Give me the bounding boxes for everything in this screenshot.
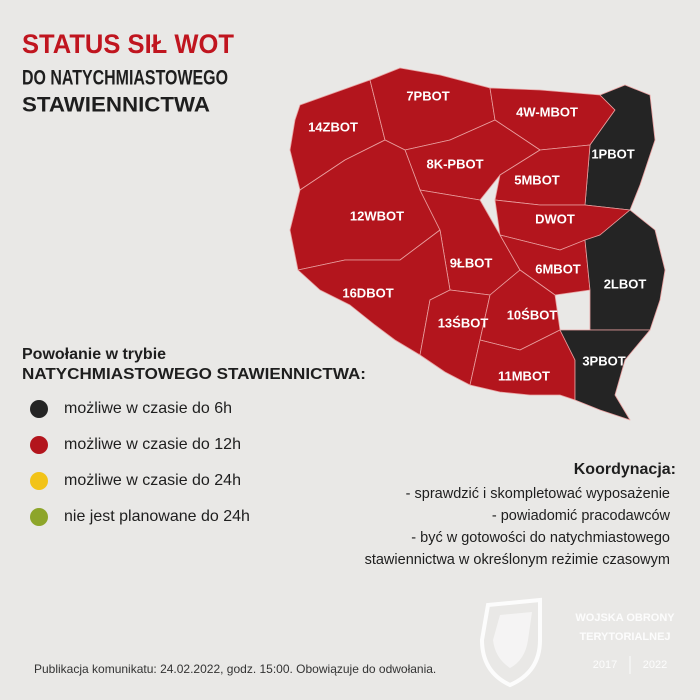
region-label: 2LBOT — [604, 276, 647, 291]
subtitle-line: STAWIENNICTWA — [22, 94, 210, 117]
legend-heading: Powołanie w trybie — [22, 346, 166, 363]
logo-shield-inner — [493, 612, 532, 668]
coordination-line: stawiennictwa w określonym reżimie czaso… — [365, 552, 670, 568]
logo: WOJSKA OBRONY TERYTORIALNEJ 2017 2022 — [479, 597, 675, 688]
region-label: 8K-PBOT — [426, 156, 483, 171]
region-label: 6MBOT — [535, 261, 581, 276]
region-label: 7PBOT — [406, 88, 449, 103]
logo-shield — [479, 597, 542, 688]
region-label: 10ŚBOT — [507, 307, 558, 322]
region-label: 9ŁBOT — [450, 255, 493, 270]
region — [559, 329, 651, 421]
legend-swatch — [30, 508, 48, 526]
region-label: 13ŚBOT — [438, 315, 489, 330]
legend-heading: NATYCHMIASTOWEGO STAWIENNICTWA: — [22, 366, 366, 383]
coordination-heading: Koordynacja: — [574, 461, 676, 478]
region-label: 12WBOT — [350, 208, 404, 223]
logo-year: 2017 — [593, 659, 617, 671]
region-label: 11MBOT — [498, 368, 550, 383]
legend-swatch — [30, 472, 48, 490]
region-label: DWOT — [535, 211, 575, 226]
region-label: 16DBOT — [342, 285, 393, 300]
logo-year: 2022 — [643, 659, 667, 671]
logo-text: TERYTORIALNEJ — [579, 631, 670, 643]
legend-swatch — [30, 400, 48, 418]
region-label: 3PBOT — [582, 353, 625, 368]
region-label: 1PBOT — [591, 146, 634, 161]
legend-label: możliwe w czasie do 24h — [64, 472, 241, 489]
footer: Publikacja komunikatu: 24.02.2022, godz.… — [34, 662, 436, 676]
coordination-line: - powiadomić pracodawców — [492, 508, 671, 524]
coordination-line: - być w gotowości do natychmiastowego — [411, 530, 670, 546]
region-label: 14ZBOT — [308, 119, 358, 134]
logo-text: WOJSKA OBRONY — [575, 612, 675, 624]
region-label: 4W-MBOT — [516, 104, 578, 119]
coordination-line: - sprawdzić i skompletować wyposażenie — [406, 486, 670, 502]
legend-label: możliwe w czasie do 12h — [64, 436, 241, 453]
coordination: - sprawdzić i skompletować wyposażenie - … — [365, 486, 671, 568]
legend-swatch — [30, 436, 48, 454]
region — [584, 84, 656, 211]
title: STATUS SIŁ WOT — [22, 29, 234, 59]
legend-label: możliwe w czasie do 6h — [64, 400, 232, 417]
legend: możliwe w czasie do 6h możliwe w czasie d… — [30, 400, 250, 526]
region-label: 5MBOT — [514, 172, 560, 187]
legend-label: nie jest planowane do 24h — [64, 508, 250, 525]
subtitle-line: DO NATYCHMIASTOWEGO — [22, 67, 228, 90]
region — [469, 329, 576, 401]
map: 14ZBOT 7PBOT 4W-MBOT 1PBOT 8K-PBOT 5MBOT 12WBO… — [289, 67, 666, 421]
